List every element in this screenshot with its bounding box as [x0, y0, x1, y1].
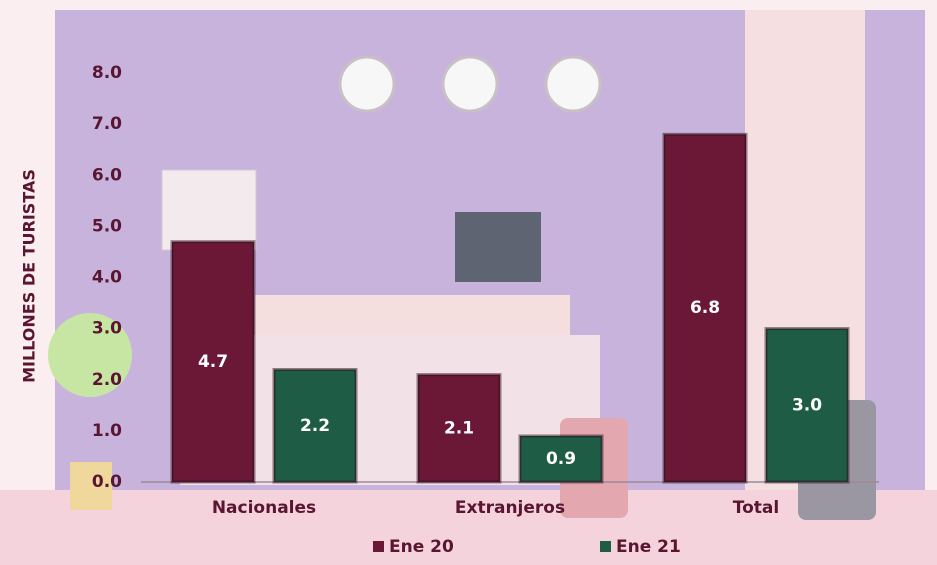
y-tick-label: 8.0: [92, 63, 122, 83]
x-tick-label: Total: [733, 498, 779, 518]
y-tick-label: 6.0: [92, 165, 122, 185]
value-label: 2.1: [444, 418, 474, 438]
legend-marker: [373, 541, 384, 552]
legend-marker: [600, 541, 611, 552]
x-tick-label: Nacionales: [212, 498, 316, 518]
y-tick-label: 5.0: [92, 216, 122, 236]
y-tick-label: 7.0: [92, 114, 122, 134]
value-label: 4.7: [198, 352, 228, 372]
clock: [546, 57, 600, 111]
value-label: 3.0: [792, 395, 822, 415]
y-tick-label: 1.0: [92, 421, 122, 441]
y-tick-label: 4.0: [92, 268, 122, 288]
value-label: 2.2: [300, 416, 330, 436]
key-board: [162, 170, 256, 250]
y-tick-label: 3.0: [92, 319, 122, 339]
clock: [340, 57, 394, 111]
chart: MILLONES DE TURISTAS 0.0 1.0 2.0 3.0 4.0 5.0 6…: [0, 0, 937, 565]
value-label: 6.8: [690, 298, 720, 318]
legend-label: Ene 20: [389, 537, 454, 557]
x-tick-label: Extranjeros: [455, 498, 565, 518]
counter-top: [255, 295, 570, 335]
legend-label: Ene 21: [616, 537, 681, 557]
clock: [443, 57, 497, 111]
y-tick-label: 0.0: [92, 472, 122, 492]
y-tick-label: 2.0: [92, 370, 122, 390]
value-label: 0.9: [546, 449, 576, 469]
y-axis-label: MILLONES DE TURISTAS: [20, 169, 39, 383]
monitor: [455, 212, 541, 282]
